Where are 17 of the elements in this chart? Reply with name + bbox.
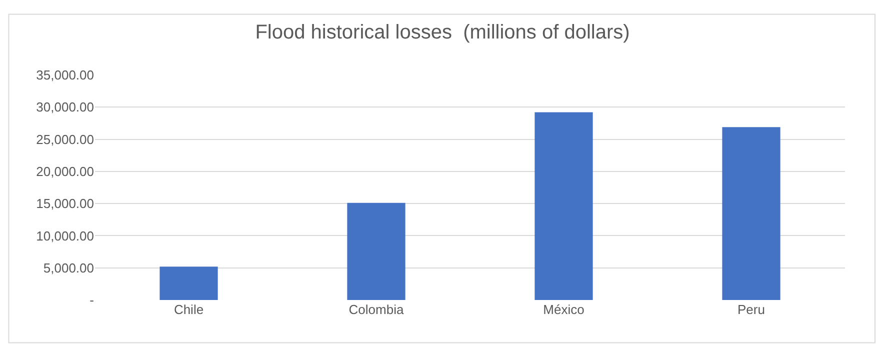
bar (534, 112, 593, 300)
bar (160, 266, 218, 300)
bar (347, 202, 406, 300)
x-tick-label: México (543, 302, 584, 317)
y-tick-label: 30,000.00 (36, 100, 94, 115)
y-tick-label: 10,000.00 (36, 228, 94, 244)
bar (722, 127, 780, 300)
y-tick-label: 5,000.00 (43, 260, 94, 276)
y-tick-label: 25,000.00 (36, 132, 94, 147)
y-tick-label: - (90, 292, 94, 308)
y-tick-label: 35,000.00 (36, 68, 94, 83)
chart-title: Flood historical losses (millions of dollars) (255, 22, 630, 44)
x-tick-label: Colombia (348, 302, 404, 317)
y-tick-label: 20,000.00 (36, 164, 94, 179)
x-tick-label: Peru (738, 302, 765, 317)
y-tick-label: 15,000.00 (36, 196, 94, 212)
x-tick-label: Chile (174, 302, 204, 317)
